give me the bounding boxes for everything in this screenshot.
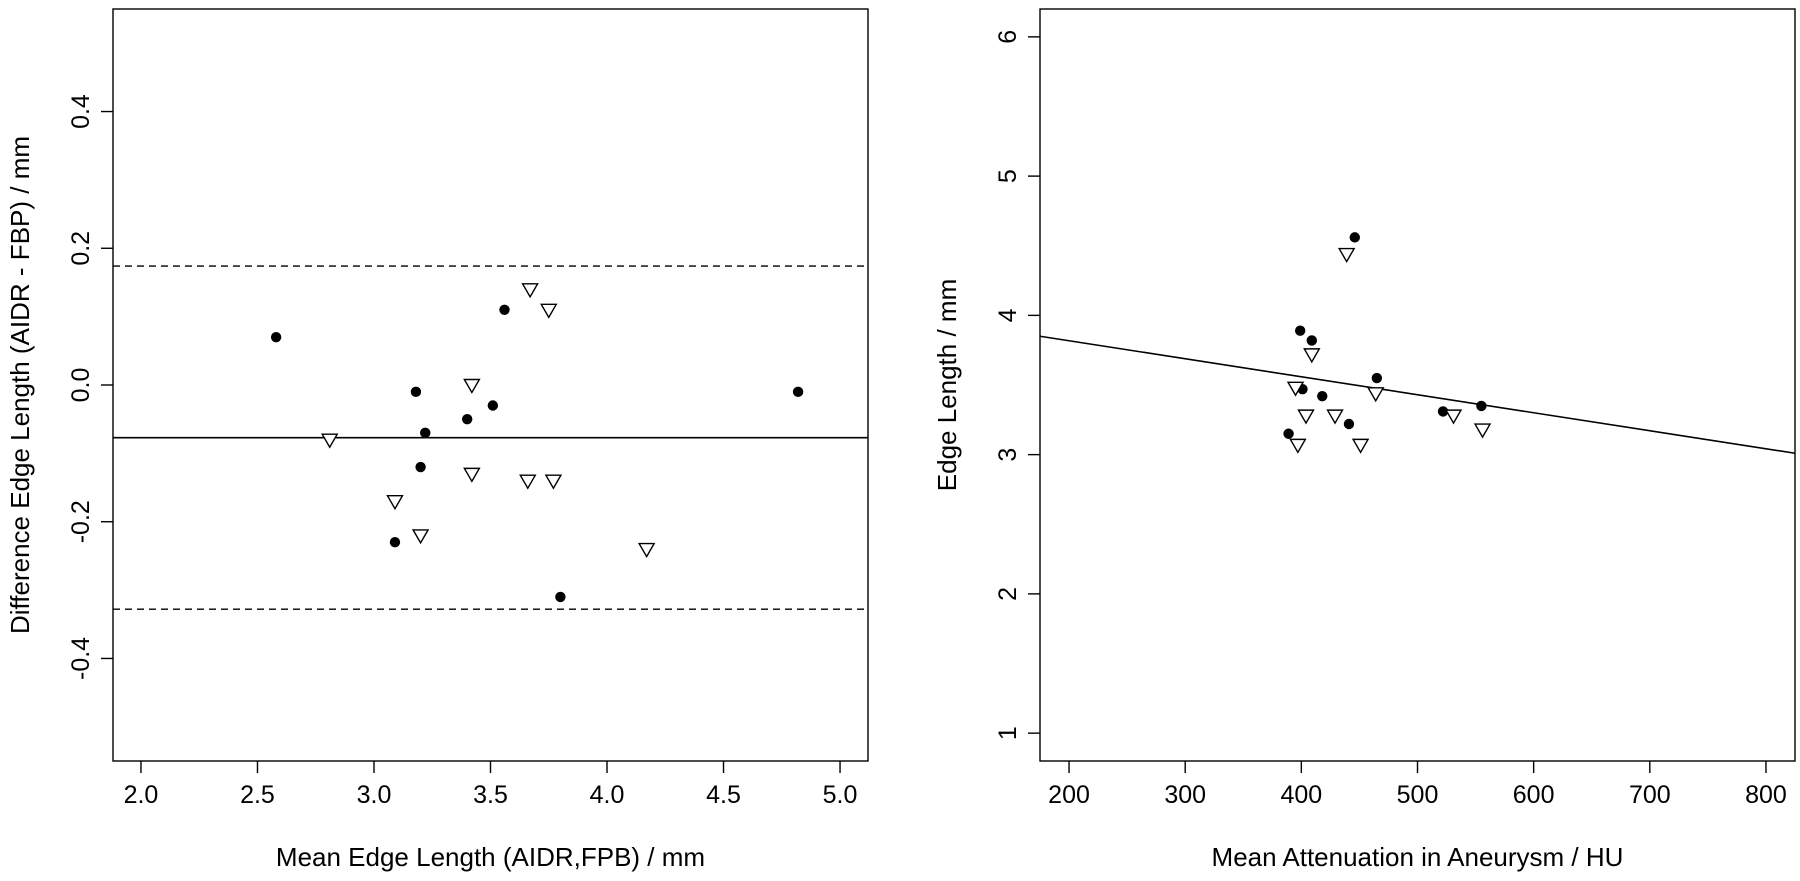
x-tick-label: 3.0 bbox=[357, 781, 392, 809]
data-point-open-triangle bbox=[463, 467, 481, 483]
data-point-open-triangle bbox=[463, 378, 481, 394]
y-tick-label: 6 bbox=[994, 30, 1022, 44]
y-tick-label: -0.4 bbox=[67, 637, 95, 680]
data-point-filled-circle bbox=[420, 427, 431, 439]
x-tick-label: 5.0 bbox=[823, 781, 858, 809]
data-point-filled-circle bbox=[1349, 232, 1360, 243]
y-tick-label: 4 bbox=[994, 308, 1022, 322]
x-axis-label: Mean Attenuation in Aneurysm / HU bbox=[1212, 842, 1624, 872]
data-point-filled-circle bbox=[487, 400, 499, 411]
y-tick-label: 5 bbox=[994, 169, 1022, 183]
data-point-filled-circle bbox=[1371, 372, 1383, 384]
x-tick-label: 600 bbox=[1513, 781, 1555, 809]
y-tick-label: 1 bbox=[994, 726, 1022, 740]
data-point-open-triangle bbox=[1286, 381, 1305, 397]
data-point-open-triangle bbox=[1297, 409, 1315, 425]
x-tick-label: 400 bbox=[1280, 781, 1322, 809]
data-point-open-triangle bbox=[1444, 409, 1463, 425]
data-point-filled-circle bbox=[410, 386, 422, 398]
data-point-open-triangle bbox=[1337, 247, 1356, 263]
data-point-open-triangle bbox=[540, 303, 558, 319]
x-axis-label: Mean Edge Length (AIDR,FPB) / mm bbox=[276, 842, 705, 872]
y-axis-label: Edge Length / mm bbox=[932, 279, 962, 491]
data-point-open-triangle bbox=[637, 542, 656, 558]
data-point-open-triangle bbox=[386, 495, 404, 511]
regression-line bbox=[1039, 335, 1796, 455]
data-point-open-triangle bbox=[1473, 423, 1492, 439]
data-point-filled-circle bbox=[1306, 335, 1318, 346]
x-tick-label: 4.5 bbox=[706, 781, 741, 809]
y-tick-label: 2 bbox=[994, 587, 1022, 601]
data-point-filled-circle bbox=[461, 413, 473, 425]
y-tick-label: 0.0 bbox=[67, 368, 95, 403]
data-point-filled-circle bbox=[792, 386, 804, 398]
x-tick-label: 4.0 bbox=[590, 781, 625, 809]
x-tick-label: 2.5 bbox=[240, 781, 275, 809]
bland-altman-plot: 2.0 2.5 3.0 3.5 4.0 4.5 5.0 -0.4 -0.2 0.0 0.2 0.4 Me… bbox=[5, 8, 869, 872]
data-point-filled-circle bbox=[389, 537, 401, 548]
plot-frame bbox=[1039, 8, 1796, 762]
y-tick-label: 3 bbox=[994, 448, 1022, 462]
data-point-filled-circle bbox=[1343, 418, 1355, 430]
data-point-open-triangle bbox=[411, 529, 430, 545]
data-point-filled-circle bbox=[499, 304, 510, 315]
data-point-filled-circle bbox=[1283, 428, 1294, 439]
data-point-open-triangle bbox=[1303, 348, 1321, 364]
data-point-filled-circle bbox=[1437, 406, 1449, 417]
data-point-open-triangle bbox=[544, 474, 563, 490]
data-point-filled-circle bbox=[1317, 390, 1328, 402]
y-tick-label: 0.4 bbox=[67, 94, 95, 129]
x-tick-label: 500 bbox=[1397, 781, 1439, 809]
y-tick-label: -0.2 bbox=[67, 500, 95, 543]
data-point-filled-circle bbox=[555, 591, 566, 603]
data-point-open-triangle bbox=[321, 433, 339, 449]
data-point-filled-circle bbox=[1476, 400, 1487, 412]
data-point-open-triangle bbox=[1289, 438, 1307, 454]
data-point-open-triangle bbox=[1351, 438, 1370, 454]
y-tick-label: 0.2 bbox=[67, 231, 95, 266]
data-point-open-triangle bbox=[519, 474, 537, 490]
x-tick-label: 2.0 bbox=[124, 781, 159, 809]
data-point-filled-circle bbox=[270, 331, 282, 343]
plot-frame bbox=[112, 8, 869, 762]
y-axis-label: Difference Edge Length (AIDR - FBP) / mm bbox=[5, 136, 35, 634]
x-tick-label: 700 bbox=[1629, 781, 1671, 809]
x-tick-label: 300 bbox=[1164, 781, 1206, 809]
data-point-filled-circle bbox=[415, 461, 426, 473]
edge-length-vs-attenuation-plot: 200 300 400 500 600 700 800 1 2 3 4 5 6 Mean Attenuat… bbox=[932, 8, 1796, 872]
x-tick-label: 200 bbox=[1048, 781, 1090, 809]
data-point-filled-circle bbox=[1294, 325, 1306, 336]
data-point-open-triangle bbox=[1326, 409, 1344, 425]
x-tick-label: 3.5 bbox=[473, 781, 508, 809]
data-point-open-triangle bbox=[1366, 387, 1385, 403]
data-point-open-triangle bbox=[521, 283, 539, 299]
x-tick-label: 800 bbox=[1745, 781, 1787, 809]
